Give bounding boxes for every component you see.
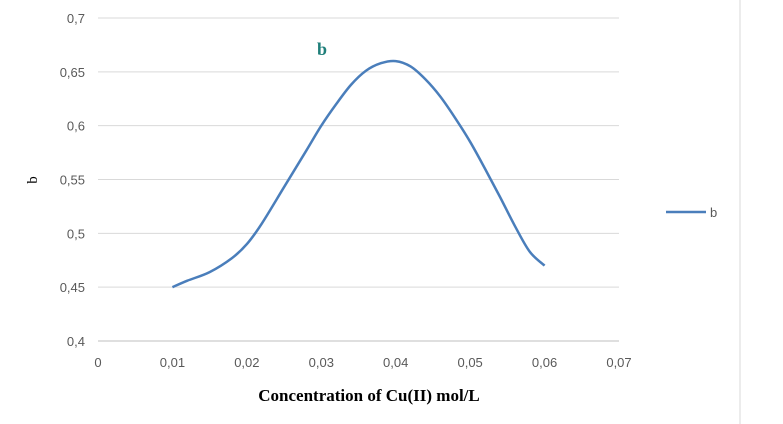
x-tick-label: 0,01 (160, 355, 185, 370)
x-tick-label: 0,02 (234, 355, 259, 370)
x-tick-label: 0 (94, 355, 101, 370)
x-tick-label: 0,05 (457, 355, 482, 370)
y-tick-label: 0,7 (67, 11, 85, 26)
y-tick-label: 0,65 (60, 65, 85, 80)
legend-label: b (710, 205, 717, 220)
y-tick-label: 0,4 (67, 334, 85, 349)
gridlines (98, 17, 619, 342)
x-tick-label: 0,07 (606, 355, 631, 370)
x-tick-label: 0,06 (532, 355, 557, 370)
x-tick-label: 0,03 (309, 355, 334, 370)
x-tick-label: 0,04 (383, 355, 408, 370)
y-tick-label: 0,45 (60, 280, 85, 295)
x-axis-label: Concentration of Cu(II) mol/L (258, 386, 479, 405)
y-axis-label: b (25, 176, 41, 184)
y-tick-label: 0,5 (67, 226, 85, 241)
y-tick-label: 0,55 (60, 173, 85, 188)
chart-title: b (317, 39, 327, 59)
y-tick-label: 0,6 (67, 119, 85, 134)
series-line-b (171, 59, 546, 289)
x-tick-labels: 0 0,01 0,02 0,03 0,04 0,05 0,06 0,07 (94, 355, 631, 370)
y-tick-labels: 0,4 0,45 0,5 0,55 0,6 0,65 0,7 (60, 11, 85, 349)
